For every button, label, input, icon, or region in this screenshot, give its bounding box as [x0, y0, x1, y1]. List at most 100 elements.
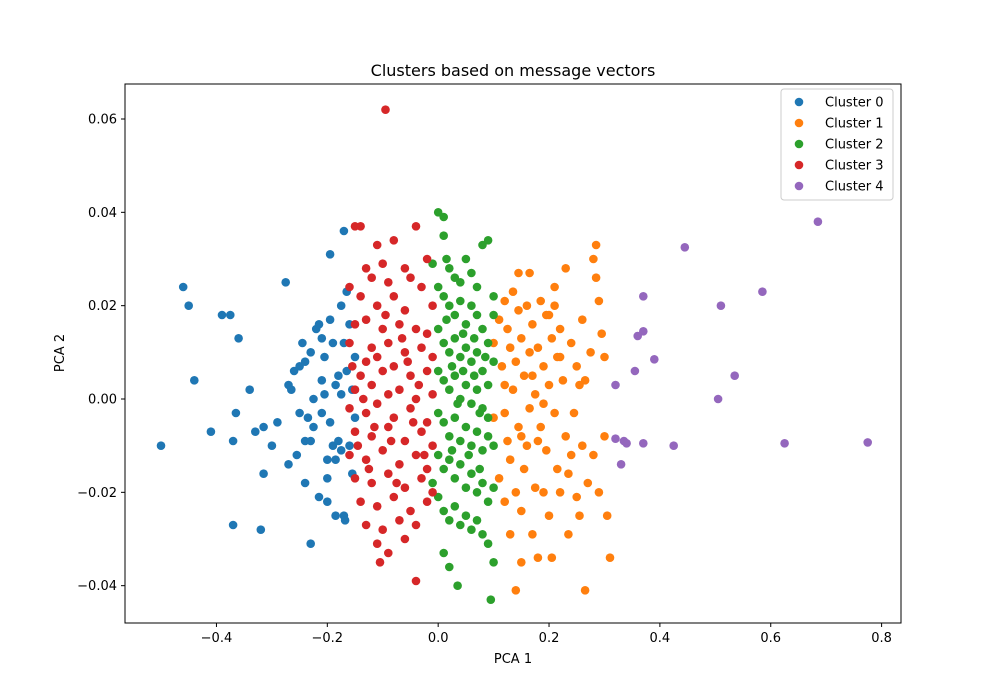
cluster-1-point	[517, 506, 526, 516]
cluster-2-point	[450, 310, 460, 320]
cluster-1-point	[589, 254, 598, 264]
cluster-3-point	[367, 478, 377, 488]
cluster-0-point	[340, 516, 350, 525]
series-1	[489, 240, 615, 595]
cluster-0-point	[303, 413, 313, 423]
cluster-3-point	[406, 404, 415, 413]
cluster-3-point	[372, 399, 382, 409]
cluster-3-point	[428, 390, 437, 399]
cluster-3-point	[417, 474, 426, 483]
cluster-2-point	[439, 338, 449, 348]
legend-items: Cluster 0 Cluster 1 Cluster 2 Cluster 3 Clus…	[794, 96, 884, 195]
cluster-2-point	[461, 380, 471, 390]
cluster-1-point	[522, 441, 532, 451]
cluster-2-point	[456, 436, 465, 446]
cluster-0-point	[320, 352, 329, 362]
cluster-2-point	[481, 352, 490, 362]
cluster-1-point	[600, 432, 609, 441]
cluster-1-point	[517, 432, 526, 441]
cluster-2-point	[439, 418, 449, 427]
cluster-0-point	[206, 427, 216, 437]
cluster-3-point	[378, 366, 388, 376]
cluster-1-point	[503, 436, 512, 446]
cluster-3-point	[422, 254, 432, 264]
cluster-2-point	[461, 483, 471, 493]
cluster-1-point	[500, 380, 510, 390]
cluster-3-point	[370, 422, 379, 432]
cluster-1-point	[536, 422, 545, 432]
cluster-1-point	[505, 343, 515, 353]
cluster-3-point	[381, 105, 390, 114]
cluster-2-point	[489, 441, 498, 451]
cluster-2-point	[453, 399, 462, 409]
cluster-1-point	[569, 408, 579, 418]
cluster-2-point	[450, 413, 460, 423]
cluster-3-point	[422, 464, 432, 474]
cluster-0-point	[323, 474, 332, 483]
cluster-3-point	[361, 315, 371, 325]
cluster-1-point	[597, 329, 606, 339]
cluster-3-point	[411, 324, 421, 334]
cluster-4-point	[813, 217, 823, 226]
cluster-1-point	[539, 488, 548, 497]
cluster-3-point	[395, 320, 404, 329]
x-axis-ticks: −0.4 −0.2 0.0 0.2 0.4 0.6 0.8	[201, 623, 892, 646]
cluster-1-point	[602, 511, 612, 520]
cluster-1-point	[550, 301, 559, 311]
cluster-4-point	[780, 439, 789, 448]
cluster-2-point	[445, 562, 454, 572]
cluster-3-point	[400, 534, 410, 544]
cluster-1-point	[578, 441, 587, 451]
cluster-2-point	[483, 380, 493, 390]
cluster-0-point	[226, 310, 235, 320]
cluster-0-point	[336, 301, 346, 311]
y-axis-ticks: −0.04 −0.02 0.00 0.02 0.04 0.06	[77, 113, 125, 594]
cluster-1-point	[536, 296, 545, 306]
cluster-1-point	[522, 301, 532, 311]
cluster-1-point	[580, 586, 590, 595]
cluster-2-point	[439, 292, 449, 301]
cluster-3-point	[356, 371, 365, 381]
cluster-0-point	[256, 525, 266, 534]
cluster-0-point	[306, 436, 316, 446]
cluster-3-point	[378, 525, 388, 534]
x-tick-label: −0.2	[312, 631, 344, 646]
cluster-3-point	[392, 478, 401, 488]
cluster-0-point	[317, 376, 327, 385]
cluster-3-point	[367, 343, 377, 353]
points-layer	[156, 105, 872, 604]
cluster-3-point	[400, 264, 410, 273]
cluster-3-point	[411, 450, 421, 460]
cluster-4-point	[716, 301, 726, 311]
cluster-4-point	[680, 243, 690, 252]
cluster-1-point	[575, 380, 584, 390]
cluster-3-point	[367, 380, 377, 390]
cluster-2-point	[428, 478, 437, 488]
cluster-3-point	[395, 460, 404, 469]
cluster-1-point	[564, 469, 573, 479]
cluster-0-point	[300, 478, 310, 488]
cluster-2-point	[478, 446, 487, 455]
y-axis-label: PCA 2	[53, 334, 68, 372]
legend-label-cluster-3: Cluster 3	[825, 159, 884, 174]
plot-frame	[124, 83, 902, 624]
cluster-0-point	[350, 352, 360, 362]
cluster-0-point	[287, 385, 296, 395]
x-tick-label: 0.8	[871, 631, 892, 646]
cluster-0-point	[298, 338, 307, 348]
cluster-2-point	[445, 516, 454, 525]
cluster-0-point	[284, 460, 293, 469]
cluster-2-point	[461, 343, 471, 353]
cluster-2-point	[456, 296, 465, 306]
cluster-3-point	[386, 436, 396, 446]
cluster-1-point	[583, 478, 593, 488]
cluster-2-point	[478, 478, 487, 488]
cluster-1-point	[508, 385, 518, 395]
cluster-3-point	[389, 492, 399, 502]
cluster-1-point	[514, 268, 523, 278]
cluster-2-point	[433, 324, 443, 334]
cluster-1-point	[533, 343, 543, 353]
cluster-3-point	[400, 436, 410, 446]
cluster-2-point	[445, 432, 454, 441]
cluster-1-point	[605, 553, 615, 562]
